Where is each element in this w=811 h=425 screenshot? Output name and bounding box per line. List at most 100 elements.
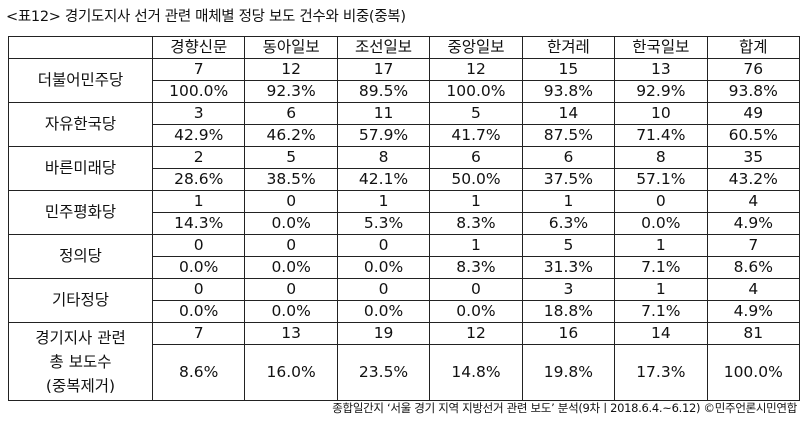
count-cell: 4 bbox=[706, 278, 801, 301]
share-cell: 7.1% bbox=[614, 256, 708, 279]
total-count-cell: 7 bbox=[151, 322, 246, 345]
total-share-cell: 100.0% bbox=[706, 344, 801, 401]
count-cell: 0 bbox=[336, 234, 431, 257]
table-row-shares: 42.9% 46.2% 57.9% 41.7% 87.5% 71.4% 60.5% bbox=[9, 124, 801, 147]
column-header: 조선일보 bbox=[336, 36, 431, 59]
share-cell: 31.3% bbox=[521, 256, 616, 279]
share-cell: 4.9% bbox=[706, 300, 801, 323]
count-cell: 5 bbox=[429, 102, 523, 125]
share-cell: 87.5% bbox=[521, 124, 616, 147]
share-cell: 71.4% bbox=[614, 124, 708, 147]
party-label: 민주평화당 bbox=[8, 190, 153, 235]
count-cell: 5 bbox=[521, 234, 616, 257]
count-cell: 0 bbox=[244, 278, 338, 301]
count-cell: 0 bbox=[614, 190, 708, 213]
share-cell: 43.2% bbox=[706, 168, 801, 191]
share-cell: 14.3% bbox=[151, 212, 246, 235]
count-cell: 14 bbox=[521, 102, 616, 125]
count-cell: 12 bbox=[244, 58, 338, 81]
column-header: 합계 bbox=[706, 36, 801, 59]
share-cell: 92.3% bbox=[244, 80, 338, 103]
party-label: 자유한국당 bbox=[8, 102, 153, 147]
count-cell: 3 bbox=[151, 102, 246, 125]
count-cell: 1 bbox=[336, 190, 431, 213]
count-cell: 35 bbox=[706, 146, 801, 169]
share-cell: 8.6% bbox=[706, 256, 801, 279]
count-cell: 0 bbox=[336, 278, 431, 301]
table-row-counts: 정의당 0 0 0 1 5 1 7 bbox=[8, 234, 801, 279]
total-label-line: (중복제거) bbox=[45, 376, 116, 395]
share-cell: 0.0% bbox=[244, 256, 338, 279]
share-cell: 4.9% bbox=[706, 212, 801, 235]
share-cell: 57.9% bbox=[336, 124, 431, 147]
share-cell: 42.1% bbox=[336, 168, 431, 191]
table-row-counts: 자유한국당 3 6 11 5 14 10 49 bbox=[8, 102, 801, 147]
total-count-cell: 13 bbox=[244, 322, 338, 345]
total-share-cell: 16.0% bbox=[244, 344, 338, 401]
column-header: 동아일보 bbox=[244, 36, 338, 59]
count-cell: 1 bbox=[151, 190, 246, 213]
party-label: 정의당 bbox=[8, 234, 153, 279]
share-cell: 0.0% bbox=[244, 212, 338, 235]
share-cell: 89.5% bbox=[336, 80, 431, 103]
share-cell: 6.3% bbox=[521, 212, 616, 235]
column-header: 중앙일보 bbox=[429, 36, 523, 59]
total-share-cell: 8.6% bbox=[151, 344, 246, 401]
total-count-cell: 19 bbox=[336, 322, 431, 345]
total-share-cell: 19.8% bbox=[521, 344, 616, 401]
share-cell: 46.2% bbox=[244, 124, 338, 147]
share-cell: 60.5% bbox=[706, 124, 801, 147]
count-cell: 1 bbox=[614, 278, 708, 301]
share-cell: 100.0% bbox=[151, 80, 246, 103]
count-cell: 1 bbox=[429, 190, 523, 213]
count-cell: 0 bbox=[151, 278, 246, 301]
share-cell: 7.1% bbox=[614, 300, 708, 323]
share-cell: 50.0% bbox=[429, 168, 523, 191]
count-cell: 4 bbox=[706, 190, 801, 213]
count-cell: 1 bbox=[614, 234, 708, 257]
count-cell: 13 bbox=[614, 58, 708, 81]
total-row-counts: 경기지사 관련 총 보도수 (중복제거) 7 13 19 12 16 14 81 bbox=[8, 322, 801, 401]
share-cell: 18.8% bbox=[521, 300, 616, 323]
total-count-cell: 16 bbox=[521, 322, 616, 345]
count-cell: 0 bbox=[244, 234, 338, 257]
share-cell: 93.8% bbox=[521, 80, 616, 103]
table-row-counts: 민주평화당 1 0 1 1 1 0 4 bbox=[8, 190, 801, 235]
share-cell: 5.3% bbox=[336, 212, 431, 235]
count-cell: 3 bbox=[521, 278, 616, 301]
party-label: 더불어민주당 bbox=[8, 58, 153, 103]
table-row-shares: 100.0% 92.3% 89.5% 100.0% 93.8% 92.9% 93.8% bbox=[9, 80, 801, 103]
total-count-cell: 12 bbox=[429, 322, 523, 345]
count-cell: 49 bbox=[706, 102, 801, 125]
share-cell: 41.7% bbox=[429, 124, 523, 147]
share-cell: 28.6% bbox=[151, 168, 246, 191]
share-cell: 0.0% bbox=[151, 256, 246, 279]
count-cell: 11 bbox=[336, 102, 431, 125]
count-cell: 0 bbox=[151, 234, 246, 257]
count-cell: 0 bbox=[429, 278, 523, 301]
count-cell: 12 bbox=[429, 58, 523, 81]
share-cell: 37.5% bbox=[521, 168, 616, 191]
count-cell: 6 bbox=[429, 146, 523, 169]
media-party-coverage-table: 경향신문 동아일보 조선일보 중앙일보 한겨레 한국일보 합계 더불어민주당 7 12 17 12 15… bbox=[8, 36, 801, 401]
source-footnote: 종합일간지 ‘서울 경기 지역 지방선거 관련 보도’ 분석(9차ㅣ2018.6… bbox=[332, 401, 797, 415]
share-cell: 38.5% bbox=[244, 168, 338, 191]
table-row-counts: 더불어민주당 7 12 17 12 15 13 76 bbox=[8, 58, 801, 103]
share-cell: 8.3% bbox=[429, 256, 523, 279]
count-cell: 7 bbox=[706, 234, 801, 257]
column-header: 한국일보 bbox=[614, 36, 708, 59]
total-share-cell: 17.3% bbox=[614, 344, 708, 401]
party-label: 기타정당 bbox=[8, 278, 153, 323]
share-cell: 92.9% bbox=[614, 80, 708, 103]
table-row-counts: 기타정당 0 0 0 0 3 1 4 bbox=[8, 278, 801, 323]
count-cell: 76 bbox=[706, 58, 801, 81]
total-count-cell: 14 bbox=[614, 322, 708, 345]
share-cell: 0.0% bbox=[151, 300, 246, 323]
total-label: 경기지사 관련 총 보도수 (중복제거) bbox=[8, 322, 153, 401]
party-label: 바른미래당 bbox=[8, 146, 153, 191]
total-share-cell: 23.5% bbox=[336, 344, 431, 401]
corner-cell bbox=[8, 36, 153, 59]
column-header: 경향신문 bbox=[151, 36, 246, 59]
count-cell: 8 bbox=[336, 146, 431, 169]
share-cell: 0.0% bbox=[336, 256, 431, 279]
